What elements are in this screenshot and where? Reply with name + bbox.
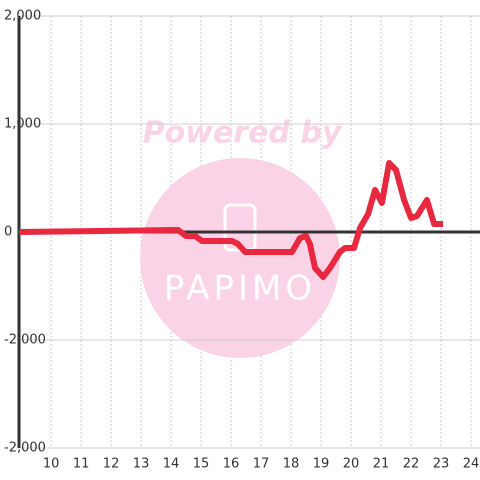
x-tick-label: 22 [403, 457, 420, 472]
y-tick-label: -2,000 [4, 333, 46, 348]
x-tick-label: 12 [103, 457, 120, 472]
y-tick-label: -2,000 [4, 441, 46, 456]
x-tick-label: 17 [253, 457, 270, 472]
y-tick-label: 0 [4, 225, 12, 240]
x-tick-label: 21 [373, 457, 390, 472]
y-tick-label: 2,000 [4, 9, 41, 24]
x-tick-label: 11 [73, 457, 90, 472]
x-tick-label: 16 [223, 457, 240, 472]
watermark-text: Powered by [143, 116, 343, 151]
x-tick-label: 13 [133, 457, 150, 472]
x-tick-label: 18 [283, 457, 300, 472]
x-tick-label: 24 [463, 457, 480, 472]
x-tick-label: 23 [433, 457, 450, 472]
data-line [18, 159, 444, 281]
watermark-circle [140, 158, 340, 358]
watermark-logo: PAPIMO [164, 269, 316, 309]
x-tick-label: 15 [193, 457, 210, 472]
x-tick-label: 14 [163, 457, 180, 472]
x-tick-label: 19 [313, 457, 330, 472]
y-tick-label: 1,000 [4, 117, 41, 132]
x-tick-label: 10 [43, 457, 60, 472]
x-tick-label: 20 [343, 457, 360, 472]
